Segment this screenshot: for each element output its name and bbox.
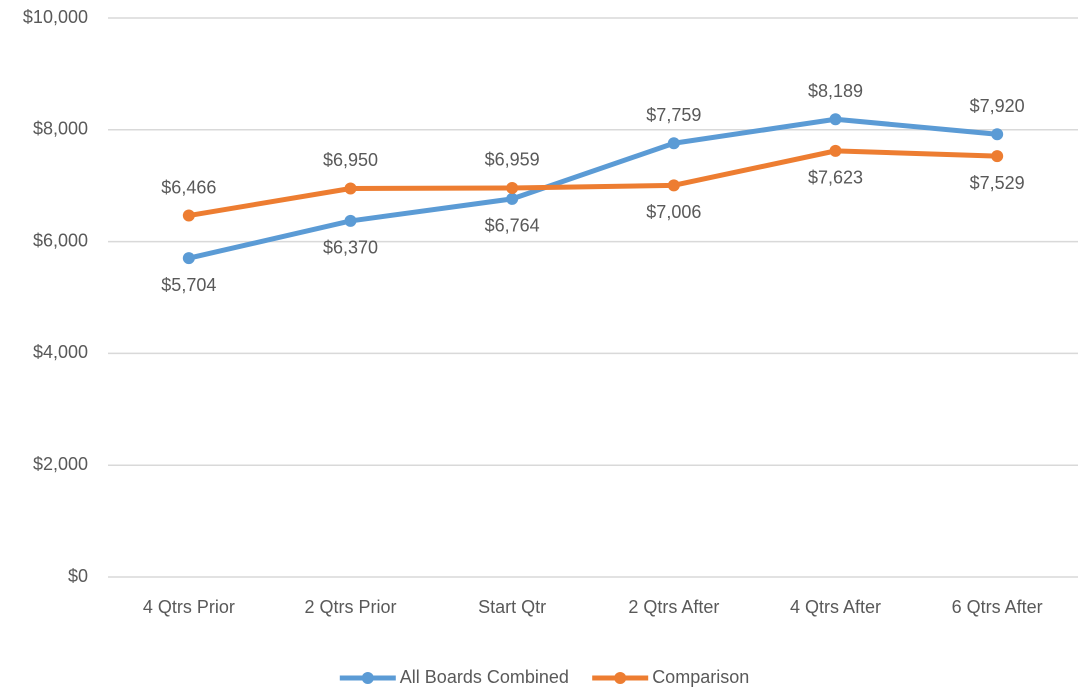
y-tick-label: $2,000 [33,454,88,474]
point [182,209,195,222]
data-label: $6,950 [323,150,378,170]
point [506,192,519,205]
data-label: $7,920 [970,96,1025,116]
x-tick-label: 2 Qtrs Prior [304,597,396,617]
y-tick-label: $4,000 [33,342,88,362]
x-tick-label: 6 Qtrs After [952,597,1043,617]
legend-label: Comparison [652,667,749,687]
point [344,214,357,227]
x-tick-label: 2 Qtrs After [628,597,719,617]
legend-marker [614,672,627,684]
legend-label: All Boards Combined [400,667,569,687]
series-line [188,116,998,261]
y-tick-label: $10,000 [23,7,88,27]
point [667,137,680,150]
point [344,182,357,195]
point [667,179,680,192]
data-label: $5,704 [161,275,216,295]
point [506,181,519,194]
point [991,150,1004,163]
data-label: $6,370 [323,238,378,258]
data-label: $7,529 [970,173,1025,193]
x-tick-label: Start Qtr [478,597,546,617]
data-label: $7,623 [808,168,863,188]
point [829,113,842,126]
data-label: $6,466 [161,177,216,197]
data-label: $6,764 [485,216,540,236]
y-tick-label: $6,000 [33,230,88,250]
y-tick-label: $8,000 [33,119,88,139]
data-label: $7,006 [646,202,701,222]
point [991,128,1004,141]
x-tick-label: 4 Qtrs Prior [143,597,235,617]
data-label: $8,189 [808,81,863,101]
series-line [188,148,998,219]
legend-marker [361,672,374,684]
point [829,144,842,157]
point [182,252,195,265]
data-label: $7,759 [646,105,701,125]
x-tick-label: 4 Qtrs After [790,597,881,617]
data-label: $6,959 [485,150,540,170]
y-tick-label: $0 [68,566,88,586]
